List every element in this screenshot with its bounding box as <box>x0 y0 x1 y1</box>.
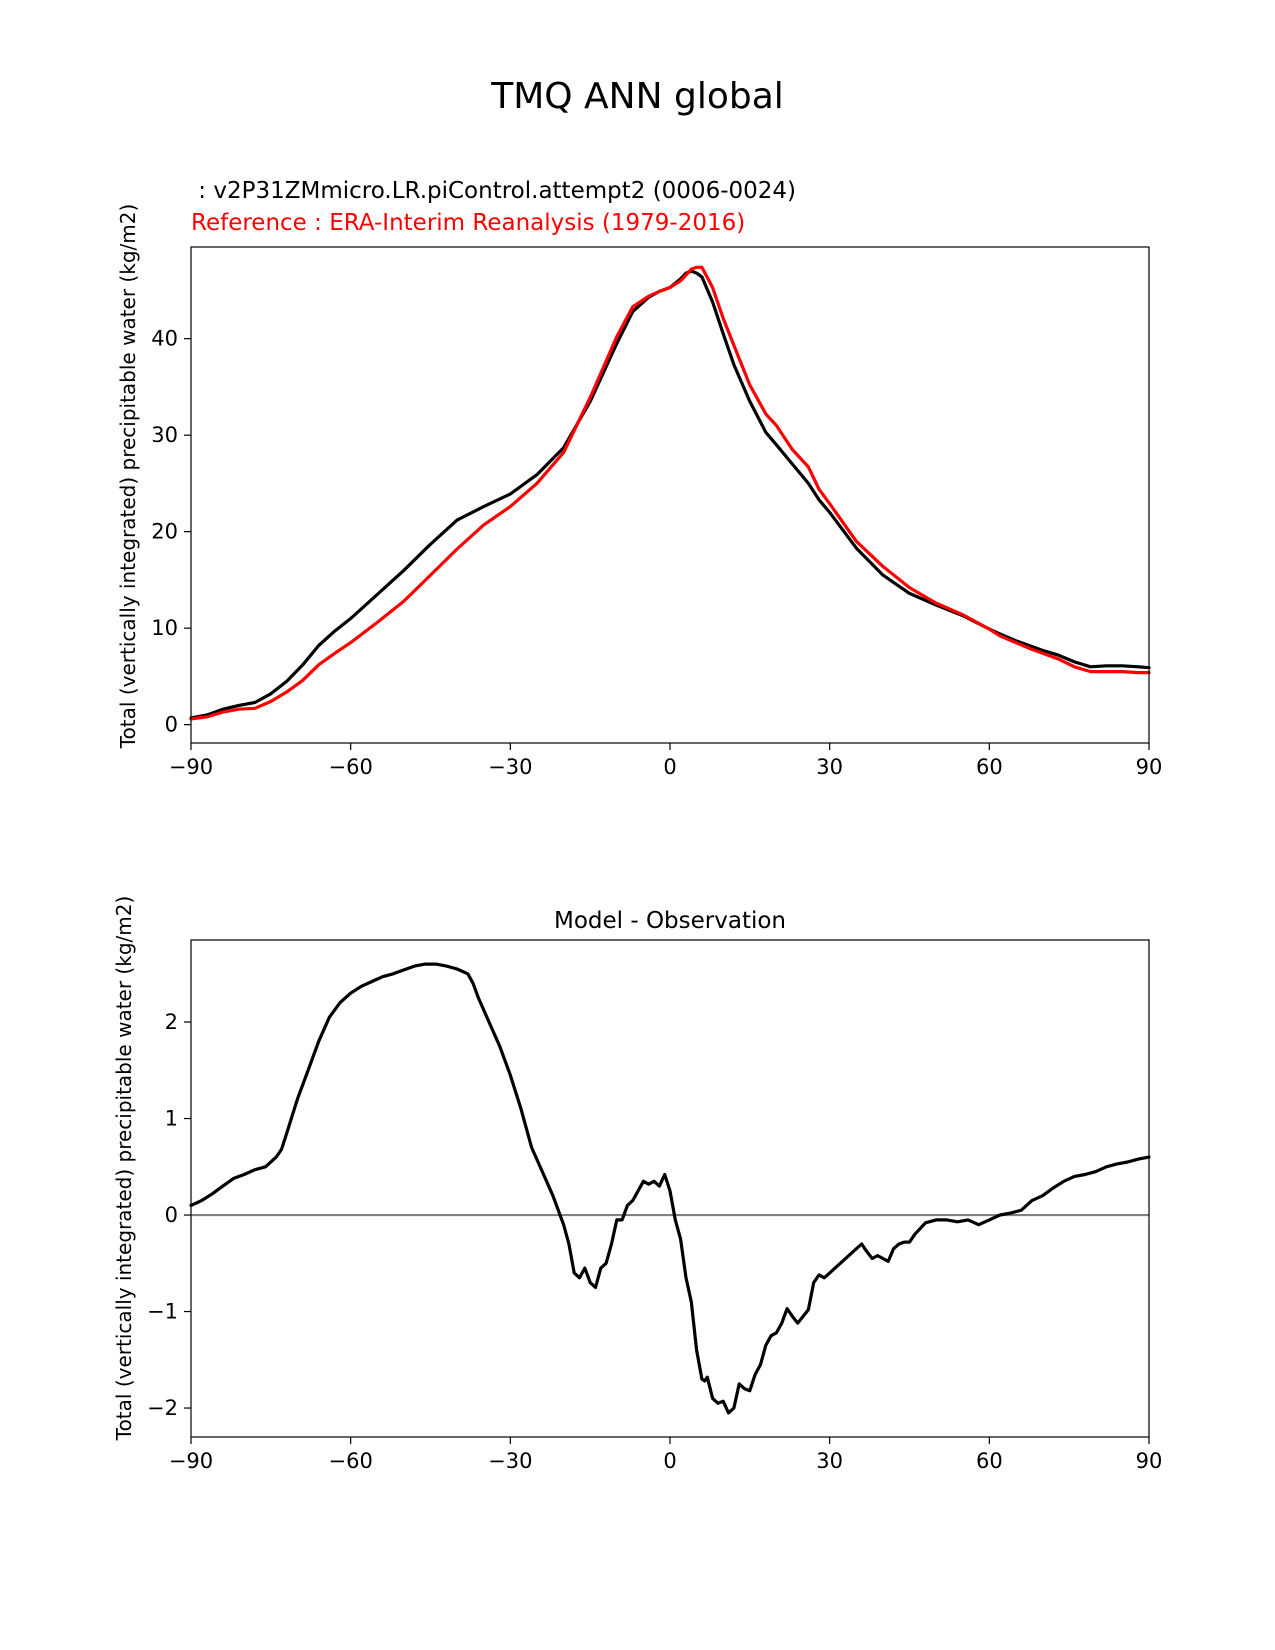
top-ytick-label: 30 <box>151 423 178 447</box>
top-panel-ticks: −90 −60 −30 0 30 60 90 0 10 20 30 40 <box>151 327 1162 779</box>
top-xtick-label: 90 <box>1136 755 1163 779</box>
bottom-xtick-label: −60 <box>329 1449 373 1473</box>
bottom-xtick-label: 30 <box>816 1449 843 1473</box>
top-panel-plot-area <box>189 265 1151 721</box>
bottom-xtick-label: 90 <box>1136 1449 1163 1473</box>
top-panel: −90 −60 −30 0 30 60 90 0 10 20 30 40 Total (vertica… <box>116 204 1162 779</box>
top-xtick-label: 0 <box>663 755 676 779</box>
top-series-test-line <box>189 269 1151 720</box>
top-xtick-label: 30 <box>816 755 843 779</box>
bottom-panel: Model - Observation −90 −60 −30 0 30 60 90 −2 −1… <box>112 896 1162 1473</box>
bottom-series-difference-line <box>189 962 1151 1415</box>
bottom-ytick-label: 1 <box>165 1107 178 1131</box>
bottom-xtick-label: 60 <box>976 1449 1003 1473</box>
figure-title: TMQ ANN global <box>490 76 784 117</box>
reference-dataset-label: Reference : ERA-Interim Reanalysis (1979… <box>191 210 745 236</box>
top-ytick-label: 0 <box>165 713 178 737</box>
top-panel-frame <box>190 246 1150 744</box>
test-dataset-label: : v2P31ZMmicro.LR.piControl.attempt2 (00… <box>191 178 796 204</box>
top-ytick-label: 40 <box>151 327 178 351</box>
top-xtick-label: −30 <box>488 755 532 779</box>
bottom-ytick-label: −2 <box>147 1396 178 1420</box>
top-xtick-label: −60 <box>329 755 373 779</box>
top-ytick-label: 20 <box>151 520 178 544</box>
top-ytick-label: 10 <box>151 616 178 640</box>
top-series-reference-line <box>189 265 1151 721</box>
bottom-xtick-label: −30 <box>488 1449 532 1473</box>
bottom-ytick-label: −1 <box>147 1300 178 1324</box>
bottom-panel-title: Model - Observation <box>554 908 786 934</box>
bottom-panel-frame <box>190 939 1150 1438</box>
top-xtick-label: 60 <box>976 755 1003 779</box>
bottom-panel-plot-area <box>189 962 1151 1415</box>
bottom-ytick-label: 2 <box>165 1010 178 1034</box>
bottom-xtick-label: −90 <box>169 1449 213 1473</box>
bottom-ytick-label: 0 <box>165 1203 178 1227</box>
top-xtick-label: −90 <box>169 755 213 779</box>
top-panel-ylabel: Total (vertically integrated) precipitab… <box>116 204 140 750</box>
bottom-panel-ylabel: Total (vertically integrated) precipitab… <box>112 896 136 1442</box>
bottom-panel-ticks: −90 −60 −30 0 30 60 90 −2 −1 0 1 2 <box>147 1010 1162 1473</box>
bottom-xtick-label: 0 <box>663 1449 676 1473</box>
